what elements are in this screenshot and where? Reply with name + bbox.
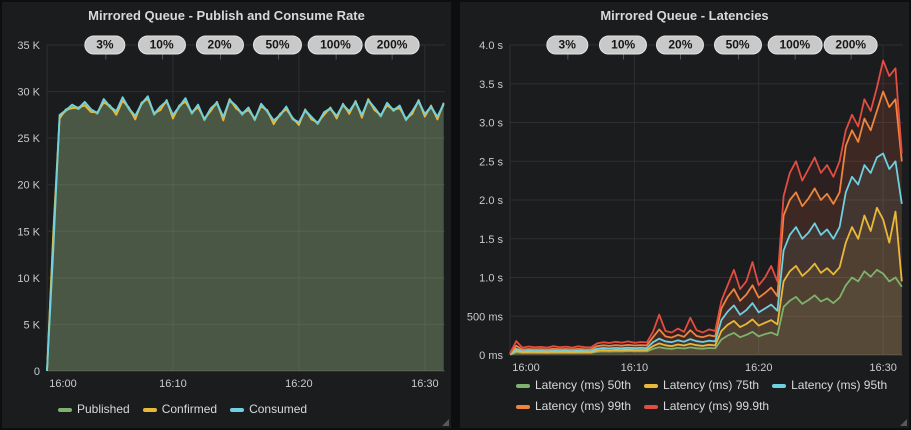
legend-item[interactable]: Latency (ms) 99th	[516, 397, 631, 416]
svg-text:4.0 s: 4.0 s	[479, 40, 503, 52]
annotation-pill[interactable]: 20%	[195, 35, 244, 60]
svg-text:1.5 s: 1.5 s	[479, 234, 503, 246]
svg-text:16:10: 16:10	[159, 378, 187, 390]
svg-text:0: 0	[34, 366, 40, 378]
legend-series-label: Latency (ms) 99th	[535, 399, 632, 413]
svg-text:16:20: 16:20	[745, 362, 773, 374]
svg-text:3.0 s: 3.0 s	[479, 118, 503, 130]
svg-text:16:20: 16:20	[285, 378, 313, 390]
svg-text:2.0 s: 2.0 s	[479, 195, 503, 207]
legend-item[interactable]: Consumed	[230, 400, 307, 419]
legend: Latency (ms) 50th Latency (ms) 75th Latenc…	[516, 376, 904, 416]
annotation-pill[interactable]: 200%	[364, 35, 420, 60]
legend-series-label: Latency (ms) 99.9th	[663, 399, 770, 413]
annotation-pill[interactable]: 50%	[713, 35, 762, 60]
annotation-pill[interactable]: 50%	[253, 35, 302, 60]
annotation-pill[interactable]: 10%	[137, 35, 186, 60]
panel-resize-handle[interactable]	[442, 419, 449, 426]
panel-resize-handle[interactable]	[900, 419, 907, 426]
annotation-pill[interactable]: 20%	[656, 35, 705, 60]
legend-series-label: Latency (ms) 50th	[535, 378, 632, 392]
legend: Published Confirmed Consumed	[58, 400, 446, 419]
svg-text:15 K: 15 K	[17, 226, 40, 238]
latency-chart-canvas[interactable]: 0 ms 500 ms 1.0 s 1.5 s 2.0 s 2.5 s 3.0 s 3.5 s…	[460, 2, 909, 428]
panel-publish-consume-rate: Mirrored Queue - Publish and Consume Rat…	[2, 2, 451, 428]
legend-series-marker	[230, 407, 245, 412]
annotation-pill-row: 3% 10% 20% 50% 100% 200%	[460, 2, 909, 428]
svg-text:2.5 s: 2.5 s	[479, 156, 503, 168]
panel-title[interactable]: Mirrored Queue - Publish and Consume Rat…	[88, 8, 365, 23]
annotation-pill-row: 3% 10% 20% 50% 100% 200%	[2, 2, 451, 428]
legend-item[interactable]: Published	[58, 400, 130, 419]
legend-series-marker	[516, 383, 530, 388]
annotation-pill[interactable]: 3%	[546, 35, 588, 60]
legend-series-label: Consumed	[249, 402, 308, 416]
svg-text:0 ms: 0 ms	[479, 350, 503, 362]
annotation-pill[interactable]: 3%	[84, 35, 126, 60]
svg-text:16:10: 16:10	[621, 362, 649, 374]
svg-text:16:30: 16:30	[869, 362, 897, 374]
svg-text:500 ms: 500 ms	[467, 311, 504, 323]
legend-series-label: Latency (ms) 95th	[791, 378, 888, 392]
annotation-pill[interactable]: 10%	[599, 35, 648, 60]
svg-text:3.5 s: 3.5 s	[479, 79, 503, 91]
legend-series-marker	[644, 383, 659, 388]
legend-series-label: Confirmed	[161, 402, 218, 416]
legend-item[interactable]: Latency (ms) 99.9th	[644, 397, 769, 416]
svg-text:10 K: 10 K	[17, 273, 40, 285]
svg-text:35 K: 35 K	[17, 40, 40, 52]
annotation-pill[interactable]: 100%	[308, 35, 363, 60]
svg-text:16:00: 16:00	[512, 362, 540, 374]
svg-text:5 K: 5 K	[23, 319, 40, 331]
annotation-pill[interactable]: 200%	[823, 35, 879, 60]
legend-series-label: Published	[77, 402, 130, 416]
svg-text:30 K: 30 K	[17, 87, 40, 99]
legend-series-marker	[516, 404, 530, 409]
panel-title[interactable]: Mirrored Queue - Latencies	[600, 8, 769, 23]
svg-text:16:00: 16:00	[49, 378, 77, 390]
legend-series-marker	[142, 407, 157, 412]
svg-text:20 K: 20 K	[17, 180, 40, 192]
legend-item[interactable]: Confirmed	[142, 400, 218, 419]
legend-item[interactable]: Latency (ms) 75th	[644, 376, 759, 395]
legend-item[interactable]: Latency (ms) 95th	[772, 376, 887, 395]
annotation-pill[interactable]: 100%	[767, 35, 823, 60]
panel-latencies: Mirrored Queue - Latencies 0 ms 500 ms 1.0…	[460, 2, 909, 428]
legend-series-marker	[644, 404, 659, 409]
svg-text:25 K: 25 K	[17, 133, 40, 145]
svg-text:1.0 s: 1.0 s	[479, 273, 503, 285]
rate-chart-canvas[interactable]: 0 5 K 10 K 15 K 20 K 25 K 30 K 35 K 16:00 16:10 16…	[2, 2, 451, 428]
legend-series-marker	[58, 407, 72, 412]
legend-series-marker	[772, 383, 787, 388]
legend-series-label: Latency (ms) 75th	[663, 378, 760, 392]
legend-item[interactable]: Latency (ms) 50th	[516, 376, 631, 395]
svg-text:16:30: 16:30	[411, 378, 439, 390]
